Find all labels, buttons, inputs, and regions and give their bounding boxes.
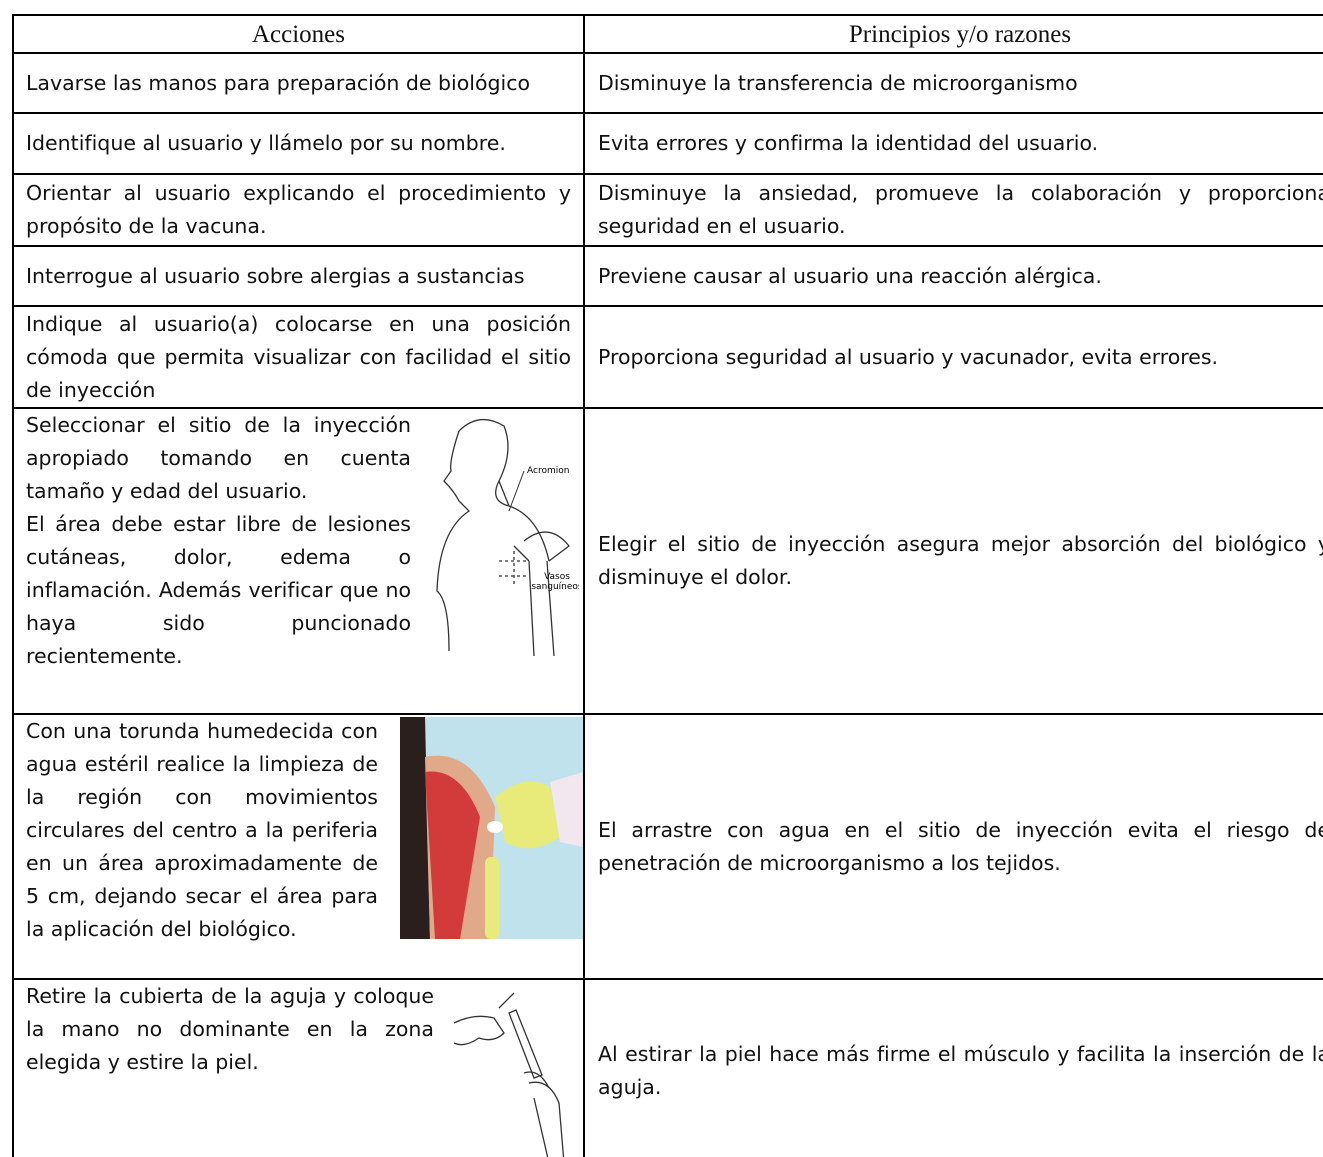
action-text: Interrogue al usuario sobre alergias a s… <box>26 263 525 288</box>
figure-label: Acromion <box>527 466 569 476</box>
reason-cell: El arrastre con agua en el sitio de inye… <box>598 817 1323 875</box>
figure-label: Vasos <box>544 572 570 582</box>
reason-cell: Proporciona seguridad al usuario y vacun… <box>598 344 1219 369</box>
reason-cell: Elegir el sitio de inyección asegura mej… <box>598 532 1323 589</box>
reason-cell: Disminuye la transferencia de microorgan… <box>598 70 1078 95</box>
reason-cell: Previene causar al usuario una reacción … <box>598 263 1102 288</box>
action-cell: Identifique al usuario y llámelo por su … <box>12 114 585 173</box>
action-text: Orientar al usuario explicando el proced… <box>26 181 571 238</box>
action-text: Identifique al usuario y llámelo por su … <box>26 131 506 155</box>
action-text: Retire la cubierta de la aguja y coloque… <box>26 984 434 1074</box>
action-text: El área debe estar libre de lesiones cut… <box>26 512 411 668</box>
table-row: Retire la cubierta de la aguja y coloque… <box>12 978 1323 1157</box>
action-cell: Lavarse las manos para preparación de bi… <box>12 54 585 112</box>
action-cell: Indique al usuario(a) colocarse en una p… <box>12 307 585 407</box>
figure-label: sanguíneos <box>531 582 579 592</box>
action-text: Seleccionar el sitio de la inyección apr… <box>26 413 411 503</box>
arm-illustration: Acromion Vasos sanguíneos <box>436 419 579 657</box>
syringe-illustration <box>454 992 565 1157</box>
action-text: Con una torunda humedecida con agua esté… <box>26 719 378 941</box>
action-cell: Retire la cubierta de la aguja y coloque… <box>12 980 585 1157</box>
table-row: Indique al usuario(a) colocarse en una p… <box>12 305 1323 407</box>
action-cell: Orientar al usuario explicando el proced… <box>12 175 585 245</box>
action-cell: Interrogue al usuario sobre alergias a s… <box>12 247 585 305</box>
header-cell: Principios y/o razones <box>848 20 1072 48</box>
action-text: Indique al usuario(a) colocarse en una p… <box>26 311 571 402</box>
action-cell: Acromion Vasos sanguíneos Seleccionar el… <box>12 409 585 713</box>
table-row: Con una torunda humedecida con agua esté… <box>12 713 1323 978</box>
reason-cell: Evita errores y confirma la identidad de… <box>598 131 1099 155</box>
cleaning-photo <box>400 717 583 939</box>
table-row: Identifique al usuario y llámelo por su … <box>12 112 1323 173</box>
header-cell: Acciones <box>12 16 585 52</box>
table-row: Lavarse las manos para preparación de bi… <box>12 52 1323 112</box>
table-row: Orientar al usuario explicando el proced… <box>12 173 1323 245</box>
action-cell: Con una torunda humedecida con agua esté… <box>12 715 585 978</box>
reason-cell: Al estirar la piel hace más firme el mús… <box>598 1042 1323 1099</box>
table-row: Interrogue al usuario sobre alergias a s… <box>12 245 1323 305</box>
header-row: Acciones Principios y/o razones <box>12 14 1323 52</box>
reason-cell: Disminuye la ansiedad, promueve la colab… <box>598 181 1323 238</box>
action-text: Lavarse las manos para preparación de bi… <box>26 70 531 95</box>
table-row: Acromion Vasos sanguíneos Seleccionar el… <box>12 407 1323 713</box>
